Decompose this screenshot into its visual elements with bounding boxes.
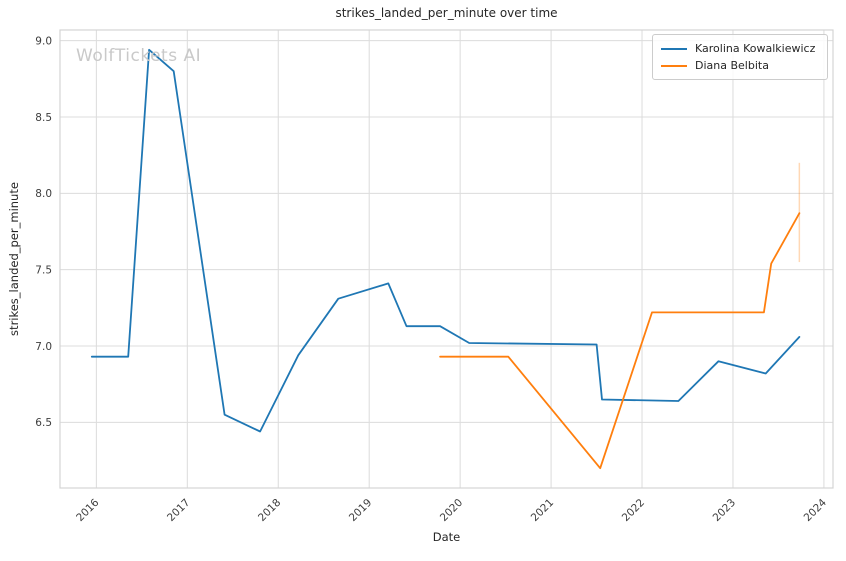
x-tick-label: 2024: [802, 496, 830, 524]
legend: Karolina Kowalkiewicz Diana Belbita: [652, 34, 828, 80]
y-tick-label: 7.5: [35, 264, 52, 276]
x-tick-label: 2023: [711, 497, 738, 524]
legend-entry: Diana Belbita: [661, 57, 819, 74]
legend-line-swatch: [661, 47, 687, 50]
y-tick-label: 6.5: [35, 417, 52, 429]
axes-spines: [59, 29, 834, 489]
y-tick-label: 9.0: [35, 35, 52, 47]
y-tick-label: 8.0: [35, 188, 52, 200]
x-tick-label: 2017: [165, 497, 192, 524]
x-tick-label: 2022: [620, 497, 647, 524]
y-tick-label: 8.5: [35, 112, 52, 124]
y-tick-label: 7.0: [35, 341, 52, 353]
x-tick-label: 2020: [438, 497, 465, 524]
y-axis-label: strikes_landed_per_minute: [7, 182, 21, 336]
x-tick-label: 2021: [529, 497, 556, 524]
legend-label: Karolina Kowalkiewicz: [695, 42, 816, 55]
legend-line-swatch: [661, 64, 687, 67]
x-axis-label: Date: [432, 530, 461, 544]
x-tick-label: 2019: [347, 497, 374, 524]
watermark: WolfTickets AI: [76, 46, 202, 66]
x-tick-label: 2018: [256, 497, 283, 524]
chart-title: strikes_landed_per_minute over time: [335, 6, 558, 20]
x-tick-label: 2016: [74, 496, 102, 524]
series-line-karolina-kowalkiewicz: [90, 48, 801, 433]
legend-label: Diana Belbita: [695, 59, 769, 72]
series-line-diana-belbita: [439, 212, 801, 470]
legend-entry: Karolina Kowalkiewicz: [661, 40, 819, 57]
